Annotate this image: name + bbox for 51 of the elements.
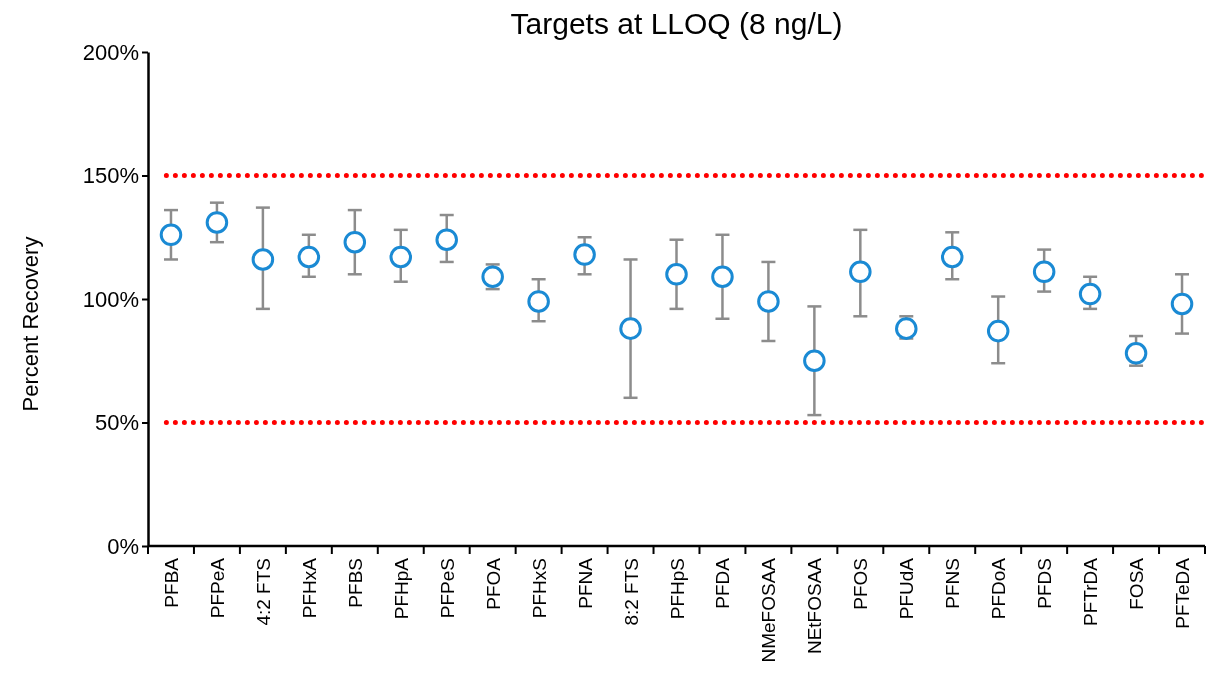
point [1124,342,1148,365]
x-tick-label: PFNA [574,557,596,609]
point [940,245,964,269]
point [435,228,458,251]
x-tick-label: 8:2 FTS [620,558,642,626]
y-tick-label: 200% [82,39,139,65]
x-tick-label: FOSA [1126,557,1148,610]
point [1078,282,1102,306]
point [389,245,413,269]
x-tick-label: PFHxS [528,558,550,619]
x-tick-label: PFDoA [988,557,1010,620]
point [573,243,596,266]
point [343,230,367,254]
x-tick-label: PFUdA [896,557,918,620]
x-tick-label: PFNS [942,558,964,609]
point [527,290,550,313]
chart-title: Targets at LLOQ (8 ng/L) [510,7,843,40]
point [1170,292,1194,316]
x-tick-label: PFOS [850,558,872,610]
point [803,349,826,372]
x-tick-label: NMeFOSAA [758,557,780,663]
y-tick-label: 150% [82,163,139,189]
x-tick-label: PFBA [160,557,182,608]
x-tick-label: PFTrDA [1080,557,1102,626]
point [205,211,229,234]
point [665,263,688,286]
x-tick-label: PFPeS [436,558,458,619]
x-tick-label: NEtFOSAA [804,557,826,655]
x-tick-label: PFPeA [206,557,228,619]
point [1032,260,1056,284]
y-axis-title: Percent Recovery [18,236,43,412]
x-tick-label: PFOA [482,557,504,610]
y-tick-label: 100% [82,286,139,312]
point [159,223,183,247]
y-tick-label: 50% [94,410,139,436]
y-tick-label: 0% [107,533,139,559]
x-tick-label: PFBS [344,558,366,608]
x-tick-label: PFDS [1034,558,1056,609]
point [297,245,321,269]
x-tick-label: PFHxA [298,557,320,619]
x-tick-label: 4:2 FTS [252,558,274,626]
point [619,317,642,340]
point [986,319,1010,343]
point [757,290,780,313]
x-tick-label: PFHpS [666,558,688,620]
x-tick-label: PFHpA [390,557,412,620]
point [849,260,872,284]
x-tick-label: PFTeDA [1172,557,1194,629]
point [251,248,275,271]
point [711,265,734,289]
x-tick-label: PFDA [712,557,734,609]
